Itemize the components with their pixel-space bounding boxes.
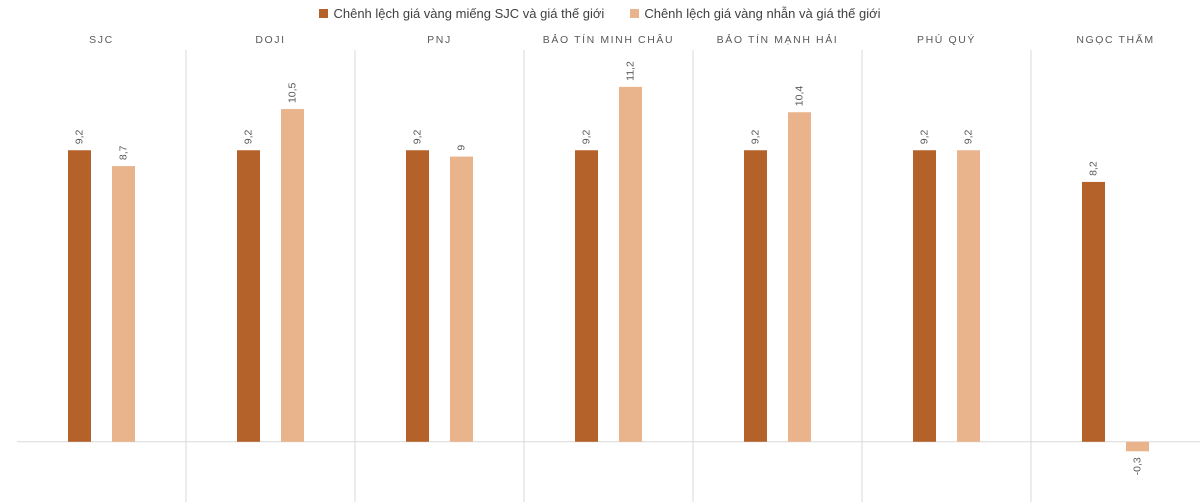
category-label: DOJI: [255, 34, 285, 46]
legend-label-series-2: Chênh lệch giá vàng nhẫn và giá thế giới: [644, 6, 881, 21]
data-label-series-1: 9,2: [919, 129, 931, 144]
category-label: BẢO TÍN MINH CHÂU: [543, 33, 674, 46]
data-label-series-1: 9,2: [581, 129, 593, 144]
bar-series-1: [1082, 181, 1105, 442]
legend-swatch-series-1: [319, 9, 329, 18]
data-label-series-1: 9,2: [243, 129, 255, 144]
category-label: NGỌC THẨM: [1076, 33, 1154, 46]
bar-series-1: [406, 150, 429, 442]
category-label: PHÚ QUÝ: [917, 33, 976, 46]
data-label-series-2: 9,2: [963, 129, 975, 144]
data-label-series-2: 10,5: [287, 82, 299, 103]
legend-item-series-2: Chênh lệch giá vàng nhẫn và giá thế giới: [630, 6, 881, 21]
data-label-series-1: 9,2: [412, 129, 424, 144]
category-label: SJC: [89, 34, 114, 46]
data-label-series-2: 8,7: [118, 145, 130, 160]
category-label: PNJ: [427, 34, 452, 46]
bar-series-1: [237, 150, 260, 442]
data-label-series-2: 10,4: [794, 86, 806, 107]
legend-item-series-1: Chênh lệch giá vàng miếng SJC và giá thế…: [319, 6, 604, 21]
bar-series-2: [619, 86, 642, 442]
bar-series-1: [575, 150, 598, 442]
bar-series-2: [450, 156, 473, 442]
bar-series-2: [281, 109, 304, 442]
data-label-series-2: 9: [456, 145, 468, 151]
bar-series-2: [112, 166, 135, 442]
bar-series-2: [1126, 441, 1149, 452]
bar-series-1: [744, 150, 767, 442]
legend: Chênh lệch giá vàng miếng SJC và giá thế…: [0, 6, 1200, 21]
bar-series-2: [788, 112, 811, 442]
data-label-series-2: -0,3: [1132, 457, 1144, 475]
data-label-series-1: 9,2: [74, 129, 86, 144]
category-label: BẢO TÍN MẠNH HẢI: [717, 33, 839, 46]
bar-series-1: [68, 150, 91, 442]
bar-series-1: [913, 150, 936, 442]
data-label-series-1: 8,2: [1088, 161, 1100, 176]
data-label-series-1: 9,2: [750, 129, 762, 144]
bar-series-2: [957, 150, 980, 442]
data-label-series-2: 11,2: [625, 61, 637, 81]
legend-swatch-series-2: [630, 9, 640, 18]
legend-label-series-1: Chênh lệch giá vàng miếng SJC và giá thế…: [333, 6, 605, 21]
